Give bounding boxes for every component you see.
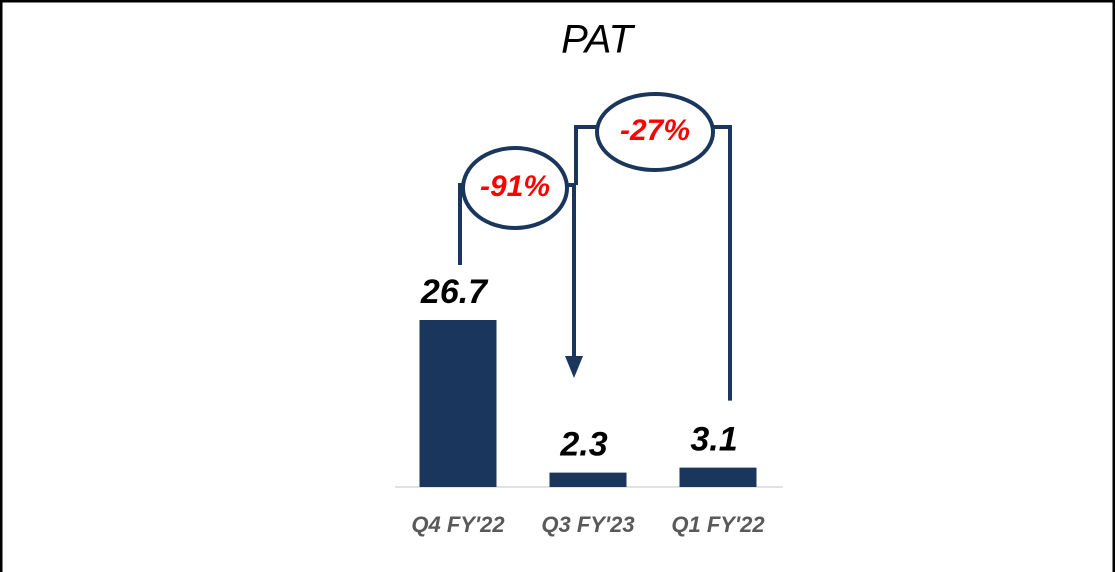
annotation: -91% [480, 170, 550, 203]
bar [419, 320, 497, 487]
chart-title: PAT [561, 18, 635, 62]
x-tick-label: Q4 FY'22 [411, 512, 505, 537]
annotation-ring [461, 146, 569, 230]
bar [679, 467, 757, 487]
value-label: 2.3 [559, 426, 607, 464]
value-label: 26.7 [420, 273, 489, 311]
arrowhead [565, 356, 583, 378]
value-label: 3.1 [690, 421, 737, 459]
bar [549, 472, 627, 487]
annotation: -27% [620, 114, 690, 147]
x-tick-label: Q1 FY'22 [671, 512, 765, 537]
annotation-ring [595, 92, 715, 172]
x-tick-label: Q3 FY'23 [541, 512, 634, 537]
